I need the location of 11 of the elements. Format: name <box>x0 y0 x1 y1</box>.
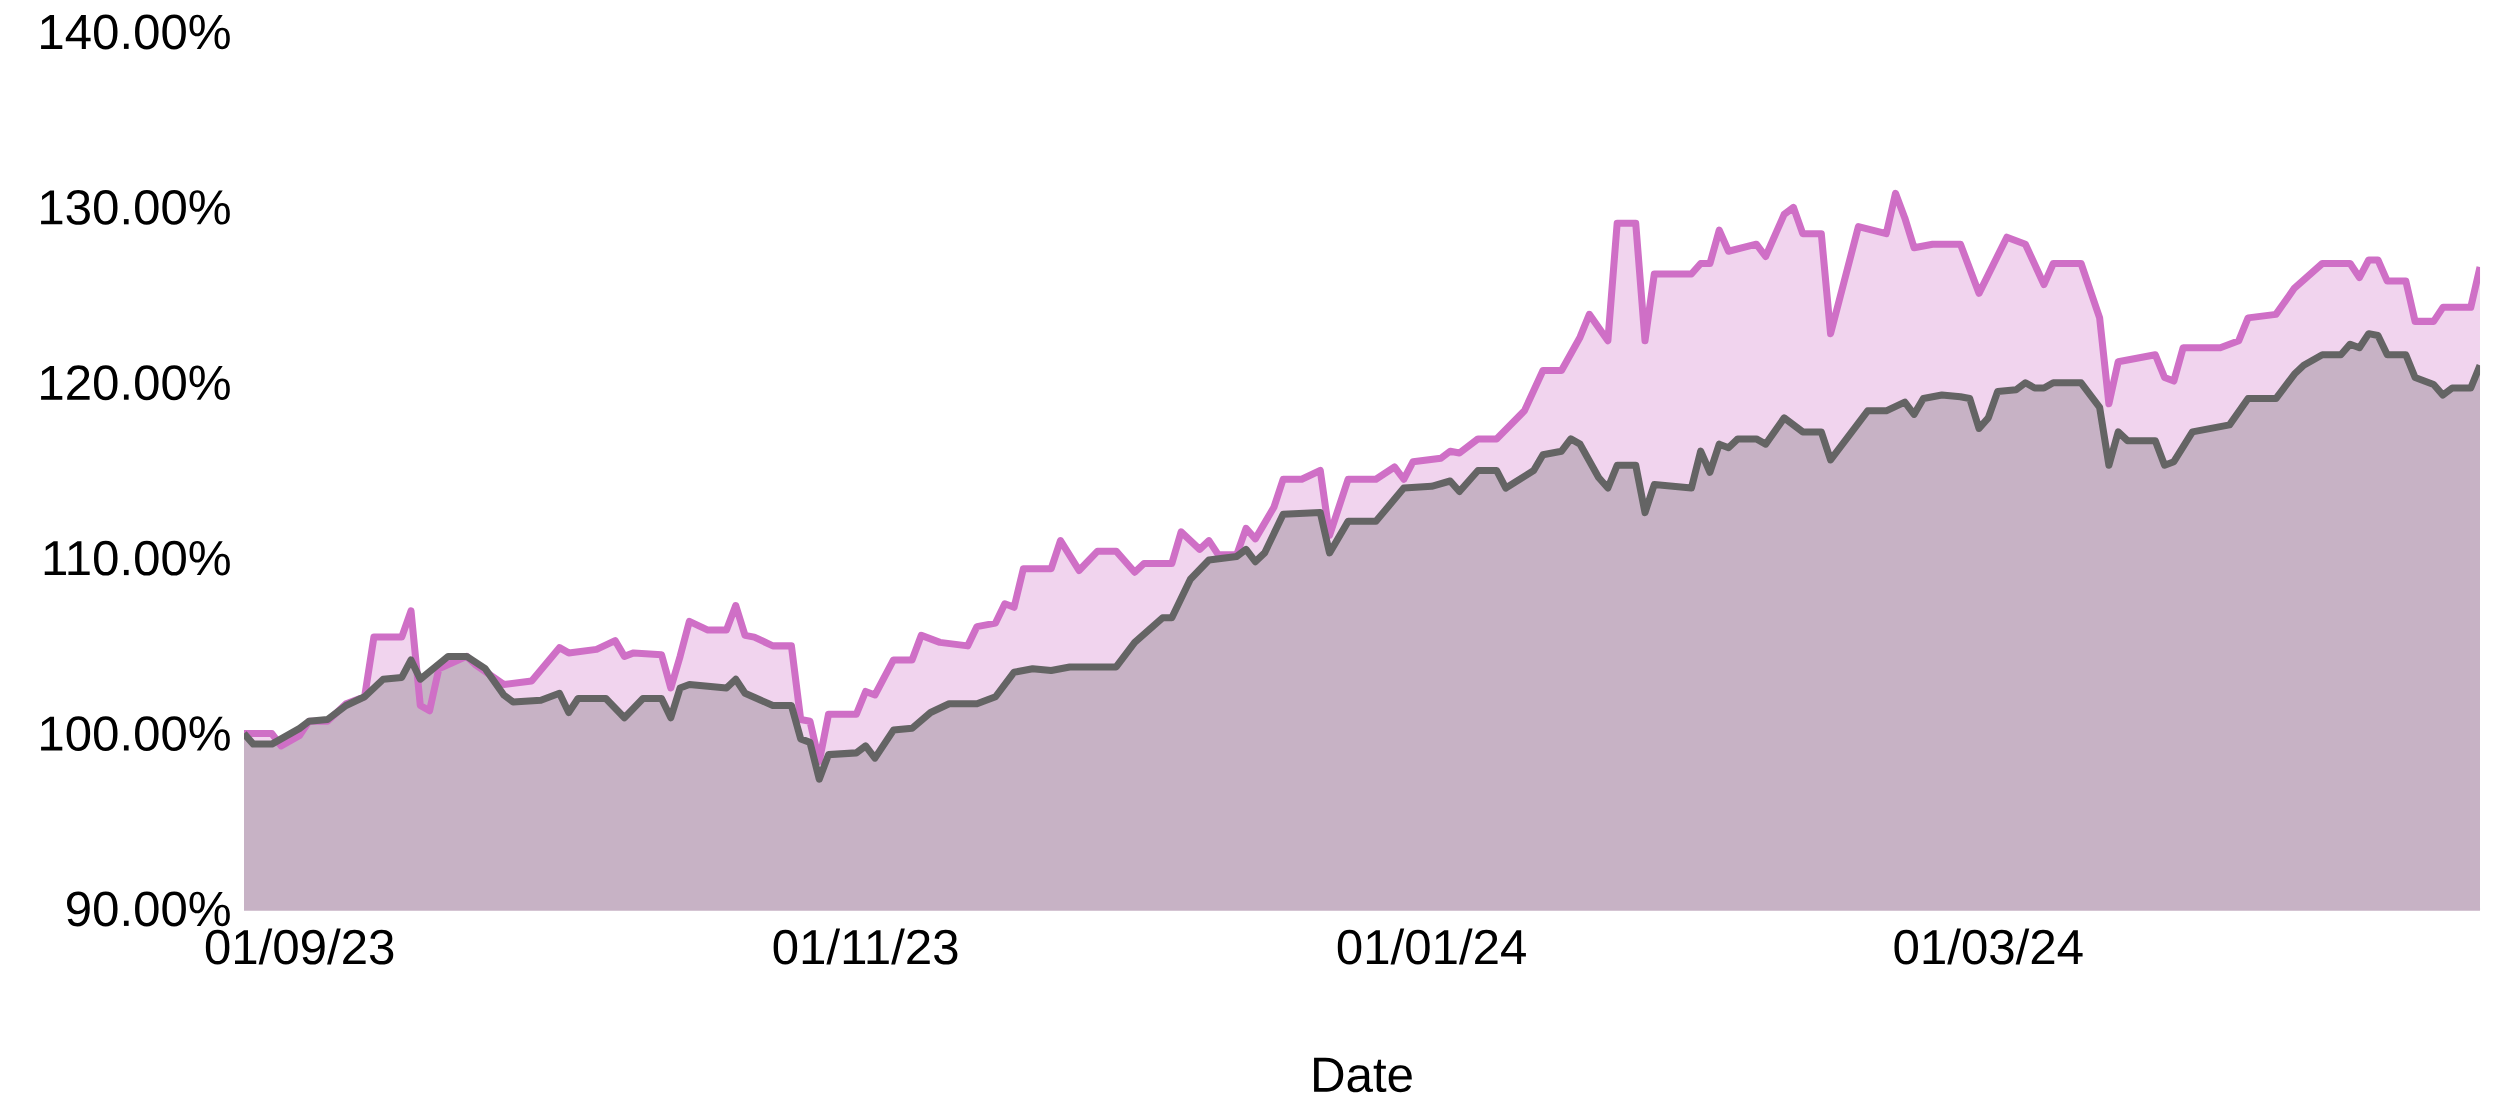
y-tick-label: 110.00% <box>44 540 230 576</box>
x-tick-label: 01/09/23 <box>205 928 394 965</box>
x-axis-title: Date <box>1314 1057 1412 1093</box>
y-tick-label: 130.00% <box>41 189 230 225</box>
y-tick-label: 100.00% <box>41 716 230 752</box>
x-tick-label: 01/01/24 <box>1337 928 1526 965</box>
x-tick-label: 01/11/23 <box>773 928 958 965</box>
y-tick-label: 90.00% <box>67 891 230 927</box>
y-tick-label: 120.00% <box>41 365 230 401</box>
y-tick-label: 140.00% <box>41 14 230 50</box>
x-tick-label: 01/03/24 <box>1894 928 2083 965</box>
